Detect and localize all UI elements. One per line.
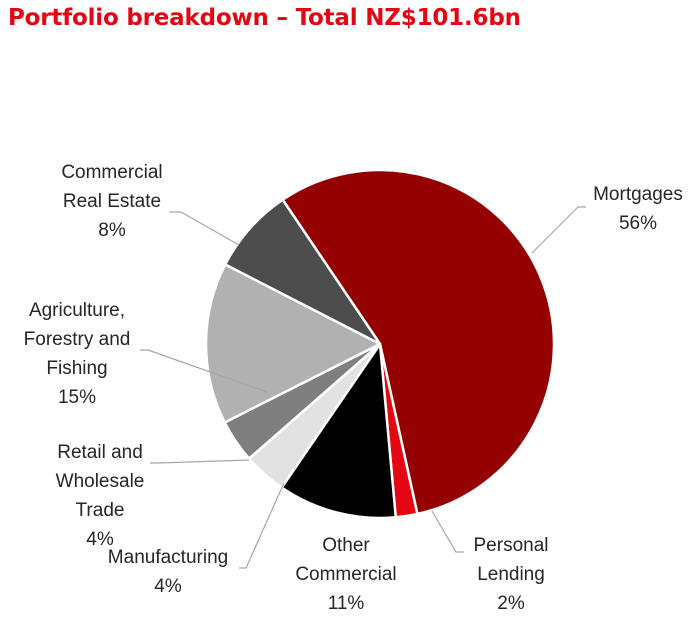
data-label-value: 4% xyxy=(86,529,114,550)
data-label-category: Mortgages xyxy=(593,184,683,205)
data-labels: Mortgages 56% Personal Lending 2% Other Commer… xyxy=(24,162,683,614)
data-label-category: Trade xyxy=(76,500,125,521)
leader-line-commercial-real-estate xyxy=(169,211,240,246)
data-label-value: 15% xyxy=(58,387,96,408)
data-label-mortgages: Mortgages 56% xyxy=(593,184,683,234)
data-label-agriculture-forestry-and-fishing: Agriculture, Forestry and Fishing 15% xyxy=(24,300,131,408)
data-label-value: 4% xyxy=(154,576,182,597)
pie-slice-commercial-real-estate xyxy=(223,198,382,346)
data-label-category: Fishing xyxy=(46,358,107,379)
leader-line-manufacturing xyxy=(239,482,285,569)
data-label-value: 56% xyxy=(619,213,657,234)
data-label-category: Lending xyxy=(477,564,545,585)
data-label-category: Other xyxy=(322,535,370,556)
leader-line-personal-lending xyxy=(431,510,464,553)
data-label-category: Wholesale xyxy=(56,471,145,492)
data-label-category: Agriculture, xyxy=(29,300,125,321)
data-label-category: Personal xyxy=(474,535,549,556)
data-label-value: 2% xyxy=(497,593,525,614)
data-label-commercial-real-estate: Commercial Real Estate 8% xyxy=(61,162,162,241)
leader-line-mortgages xyxy=(531,206,586,254)
pie-slices xyxy=(204,168,556,520)
data-label-other-commercial: Other Commercial 11% xyxy=(295,535,396,614)
data-label-category: Retail and xyxy=(57,442,143,463)
data-label-personal-lending: Personal Lending 2% xyxy=(474,535,549,614)
leader-line-agriculture-forestry-and-fishing xyxy=(140,349,268,393)
data-label-value: 11% xyxy=(328,593,365,614)
pie-slice-agriculture-forestry-and-fishing xyxy=(204,263,382,424)
data-label-value: 8% xyxy=(98,220,126,241)
data-label-category: Commercial xyxy=(61,162,162,183)
leader-line-retail-and-wholesale-trade xyxy=(150,459,250,464)
data-label-category: Real Estate xyxy=(63,191,161,212)
data-label-category: Forestry and xyxy=(24,329,131,350)
leader-lines xyxy=(140,206,586,569)
data-label-manufacturing: Manufacturing 4% xyxy=(108,547,228,597)
data-label-category: Manufacturing xyxy=(108,547,228,568)
data-label-retail-and-wholesale-trade: Retail and Wholesale Trade 4% xyxy=(56,442,145,550)
data-label-category: Commercial xyxy=(295,564,396,585)
pie-slice-mortgages xyxy=(281,168,556,516)
pie-slice-other-commercial xyxy=(280,342,398,520)
chart-title: Portfolio breakdown – Total NZ$101.6bn xyxy=(8,5,521,31)
